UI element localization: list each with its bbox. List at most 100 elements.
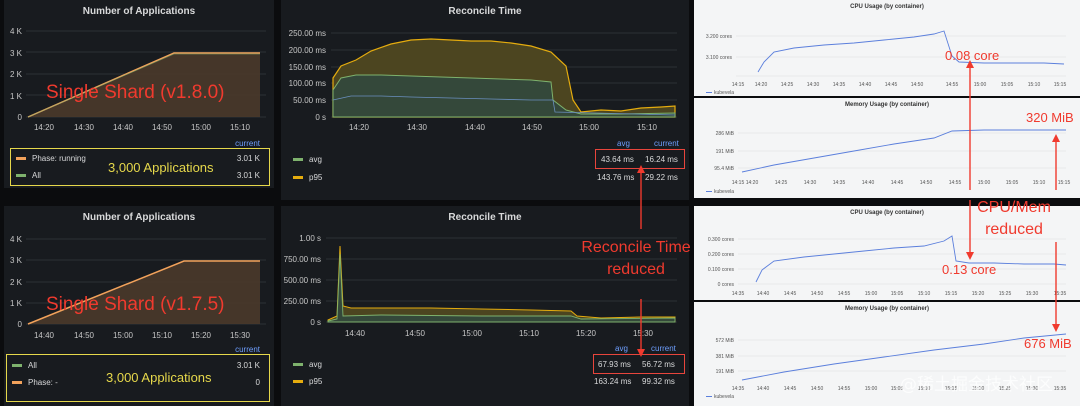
legend-item[interactable]: kubevela	[706, 90, 734, 96]
legend-label: avg	[309, 360, 322, 369]
panel-title: Memory Usage (by container)	[844, 102, 930, 108]
cpu-chart-top: 3.200 cores 3.100 cores 14:15 14:20 14:2…	[706, 30, 1066, 88]
y-tick: 250.00 ms	[284, 297, 321, 306]
legend-item[interactable]: Phase: -	[12, 378, 58, 387]
legend-current-value: 16.24 ms	[645, 155, 678, 164]
cpu-mem-note-line1: CPU/Mem	[977, 199, 1051, 216]
legend-item[interactable]: kubevela	[706, 189, 734, 195]
y-tick: 0 s	[315, 113, 326, 122]
y-tick: 100.00 ms	[289, 79, 326, 88]
panel-title: Memory Usage (by container)	[844, 306, 930, 312]
x-tick: 14:20	[755, 82, 768, 88]
legend-swatch	[293, 176, 303, 180]
reconcile-note: Reconcile Time reduced	[578, 237, 694, 281]
legend-item[interactable]: avg	[293, 360, 322, 369]
x-tick: 14:40	[757, 386, 770, 392]
apps-line-all	[27, 53, 260, 118]
mem-chart-top: 286 MiB 191 MiB 95.4 MiB 14:15 14:20 14:…	[714, 129, 1070, 186]
legend-swatch	[293, 380, 303, 384]
legend-value: 3.01 K	[236, 361, 260, 370]
mem-series	[741, 129, 1066, 173]
legend-avg-value: 163.24 ms	[594, 377, 632, 386]
legend-item[interactable]: All	[12, 361, 37, 370]
x-tick: 15:00	[191, 123, 212, 132]
y-tick: 4 K	[10, 235, 23, 244]
legend-item[interactable]: p95	[293, 377, 322, 386]
mem-panel-top: Memory Usage (by container) 286 MiB 191 …	[694, 98, 1080, 198]
x-tick: 15:00	[462, 329, 483, 338]
x-tick: 15:20	[972, 386, 985, 392]
x-tick: 14:35	[732, 386, 745, 392]
panel-title: Number of Applications	[82, 6, 196, 17]
cpu-mem-note-line2: reduced	[985, 221, 1043, 238]
x-tick: 15:10	[918, 386, 931, 392]
x-tick: 14:40	[113, 123, 134, 132]
x-tick: 15:10	[918, 291, 931, 297]
x-tick: 15:00	[579, 123, 600, 132]
y-tick: 95.4 MiB	[714, 166, 734, 172]
x-tick: 14:50	[911, 82, 924, 88]
x-tick: 15:35	[1054, 386, 1067, 392]
y-tick: 0	[18, 320, 23, 329]
legend-swatch	[12, 364, 22, 368]
mem-top-value-note: 320 MiB	[1026, 110, 1074, 125]
x-tick: 14:20	[746, 180, 759, 186]
x-tick: 14:35	[732, 291, 745, 297]
y-tick: 250.00 ms	[289, 29, 326, 38]
legend-current-header: current	[654, 139, 679, 148]
watermark: @稀土掘金技术社区	[900, 375, 1053, 395]
cpu-panel-top: CPU Usage (by container) 3.200 cores 3.1…	[694, 0, 1080, 96]
legend-label: kubevela	[714, 189, 735, 195]
x-tick: 15:30	[633, 329, 654, 338]
y-tick: 1.00 s	[299, 234, 321, 243]
legend-label: p95	[309, 377, 323, 386]
x-tick: 14:40	[859, 82, 872, 88]
x-tick: 15:15	[945, 386, 958, 392]
legend-item[interactable]: Phase: running	[16, 154, 86, 163]
reconcile-chart-bottom: 1.00 s 750.00 ms 500.00 ms 250.00 ms 0 s…	[284, 234, 677, 338]
x-tick: 14:40	[757, 291, 770, 297]
legend-value: 3.01 K	[236, 154, 260, 163]
legend-value: 3.01 K	[236, 171, 260, 180]
x-tick: 15:10	[1028, 82, 1041, 88]
legend-header: current	[235, 345, 260, 354]
legend-box	[6, 354, 270, 402]
y-tick: 286 MiB	[716, 131, 735, 137]
x-tick: 14:40	[34, 331, 55, 340]
x-tick: 14:35	[833, 82, 846, 88]
apps-chart-top: 4 K 3 K 2 K 1 K 0 14:20 14:30 14:40 14:5…	[10, 27, 266, 132]
x-tick: 14:50	[811, 386, 824, 392]
x-tick: 15:25	[999, 386, 1012, 392]
y-tick: 0.200 cores	[708, 252, 735, 258]
x-tick: 14:20	[34, 123, 55, 132]
reconcile-note-line2: reduced	[607, 261, 665, 278]
legend-swatch	[706, 396, 712, 398]
legend-item[interactable]: All	[16, 171, 41, 180]
y-tick: 1 K	[10, 92, 23, 101]
legend-avg-header: avg	[615, 344, 628, 353]
legend-avg-value: 43.64 ms	[601, 155, 634, 164]
x-tick: 14:50	[920, 180, 933, 186]
legend-current-value: 29.22 ms	[645, 173, 678, 182]
x-tick: 15:30	[230, 331, 251, 340]
mem-bottom-value-note: 676 MiB	[1024, 336, 1072, 351]
y-tick: 3.100 cores	[706, 55, 733, 61]
apps-panel-bottom: Number of Applications 4 K 3 K 2 K 1 K 0…	[4, 206, 274, 406]
legend-item[interactable]: avg	[293, 155, 322, 164]
x-tick: 15:20	[972, 291, 985, 297]
x-tick: 14:50	[811, 291, 824, 297]
legend-label: kubevela	[714, 394, 735, 400]
legend-swatch	[16, 174, 26, 178]
panel-title: Reconcile Time	[448, 212, 522, 223]
legend-label: All	[32, 171, 41, 180]
mem-series	[741, 333, 1067, 381]
legend-label: avg	[309, 155, 322, 164]
x-tick: 15:00	[865, 291, 878, 297]
x-tick: 14:45	[885, 82, 898, 88]
y-tick: 572 MiB	[716, 338, 735, 344]
y-tick: 1 K	[10, 299, 23, 308]
x-tick: 14:35	[833, 180, 846, 186]
y-tick: 200.00 ms	[289, 46, 326, 55]
legend-item[interactable]: p95	[293, 173, 322, 182]
legend-item[interactable]: kubevela	[706, 394, 734, 400]
